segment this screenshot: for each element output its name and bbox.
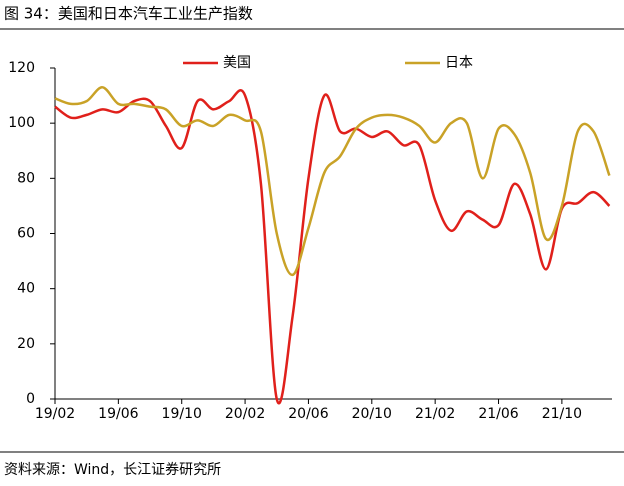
series-line bbox=[54, 86, 611, 277]
legend-label: 美国 bbox=[223, 55, 251, 71]
source: 资料来源：Wind，长江证券研究所 bbox=[4, 462, 221, 478]
x-tick-label: 21/10 bbox=[542, 406, 582, 422]
x-tick-label: 20/06 bbox=[288, 406, 328, 422]
legend-label: 日本 bbox=[445, 55, 473, 71]
x-tick-label: 20/02 bbox=[225, 406, 265, 422]
x-tick-label: 19/10 bbox=[162, 406, 202, 422]
x-tick-label: 19/02 bbox=[35, 406, 75, 422]
y-tick-label: 80 bbox=[17, 170, 35, 186]
chart-title: 图 34：美国和日本汽车工业生产指数 bbox=[4, 5, 253, 23]
y-tick-label: 60 bbox=[17, 226, 35, 242]
x-tick-label: 21/06 bbox=[478, 406, 518, 422]
series-line bbox=[54, 89, 611, 405]
y-tick-label: 120 bbox=[8, 60, 35, 76]
y-tick-label: 0 bbox=[26, 391, 35, 407]
y-tick-label: 100 bbox=[8, 115, 35, 131]
x-tick-label: 19/06 bbox=[98, 406, 138, 422]
x-tick-label: 21/02 bbox=[415, 406, 455, 422]
y-tick-label: 20 bbox=[17, 336, 35, 352]
x-tick-label: 20/10 bbox=[352, 406, 392, 422]
y-tick-label: 40 bbox=[17, 281, 35, 297]
